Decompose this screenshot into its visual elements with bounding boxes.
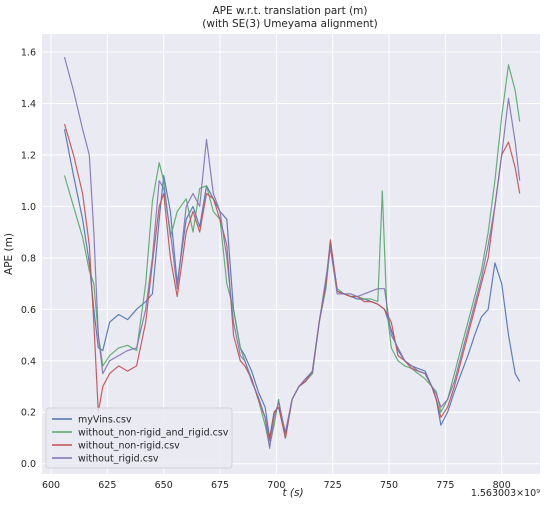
legend-label: without_non-rigid.csv: [78, 441, 180, 452]
legend-label: without_rigid.csv: [78, 454, 159, 465]
y-tick-label: 1.4: [21, 99, 36, 110]
x-axis-offset-label: 1.563003×10⁹: [471, 488, 540, 499]
x-tick-label: 650: [155, 480, 173, 491]
y-tick-label: 0.2: [21, 408, 36, 419]
chart-subtitle: (with SE(3) Umeyama alignment): [202, 18, 377, 30]
legend-label: without_non-rigid_and_rigid.csv: [78, 428, 229, 439]
x-tick-label: 800: [493, 480, 511, 491]
y-tick-label: 0.8: [21, 253, 36, 264]
x-tick-label: 600: [42, 480, 60, 491]
x-tick-label: 725: [324, 480, 342, 491]
x-tick-label: 625: [98, 480, 116, 491]
y-axis-label: APE (m): [3, 233, 15, 275]
y-tick-label: 0.6: [21, 305, 36, 316]
x-tick-label: 700: [267, 480, 285, 491]
plot-area: [42, 34, 540, 474]
y-tick-label: 1.6: [21, 48, 36, 59]
y-axis-ticks: 0.0 0.2 0.4 0.6 0.8 1.0 1.2 1.4 1.6: [21, 48, 36, 471]
y-tick-label: 0.4: [21, 356, 36, 367]
x-axis-ticks: 600 625 650 675 700 725 750 775 800: [42, 480, 511, 491]
grid-lines: [42, 34, 540, 474]
series-lines: [63, 57, 521, 449]
x-tick-label: 775: [436, 480, 454, 491]
x-tick-label: 675: [211, 480, 229, 491]
x-axis-label: t (s): [282, 487, 303, 499]
legend-label: myVins.csv: [78, 415, 132, 426]
y-tick-label: 0.0: [21, 459, 36, 470]
y-tick-label: 1.0: [21, 202, 36, 213]
series-line-4: [63, 57, 521, 449]
legend-box: [45, 407, 233, 469]
x-tick-label: 750: [380, 480, 398, 491]
chart-title: APE w.r.t. translation part (m): [212, 5, 367, 17]
legend: myVins.csv without_non-rigid_and_rigid.cs…: [45, 407, 233, 469]
y-tick-label: 1.2: [21, 150, 36, 161]
